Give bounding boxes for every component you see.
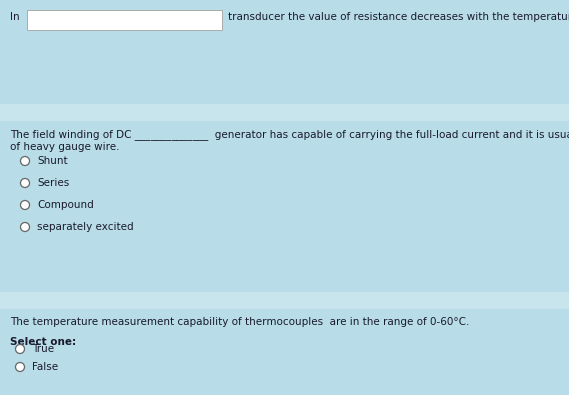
Text: separately excited: separately excited	[37, 222, 134, 232]
Text: Select one:: Select one:	[10, 337, 76, 347]
Bar	[0, 121, 569, 292]
Text: Compound: Compound	[37, 200, 94, 210]
Bar	[0, 104, 569, 119]
Text: False: False	[32, 362, 58, 372]
Text: Series: Series	[37, 178, 69, 188]
Circle shape	[20, 156, 30, 166]
Bar	[27, 10, 222, 30]
Text: transducer the value of resistance decreases with the temperature rise.: transducer the value of resistance decre…	[228, 12, 569, 22]
Text: True: True	[32, 344, 54, 354]
Circle shape	[15, 344, 24, 354]
Bar	[0, 0, 569, 104]
Text: The temperature measurement capability of thermocouples  are in the range of 0-6: The temperature measurement capability o…	[10, 317, 469, 327]
Text: The field winding of DC ______________  generator has capable of carrying the fu: The field winding of DC ______________ g…	[10, 129, 569, 140]
Text: Shunt: Shunt	[37, 156, 68, 166]
Circle shape	[15, 363, 24, 372]
Circle shape	[20, 222, 30, 231]
Bar	[0, 309, 569, 395]
Circle shape	[20, 201, 30, 209]
Text: of heavy gauge wire.: of heavy gauge wire.	[10, 142, 119, 152]
Circle shape	[20, 179, 30, 188]
Bar	[0, 292, 569, 307]
Text: In: In	[10, 12, 19, 22]
